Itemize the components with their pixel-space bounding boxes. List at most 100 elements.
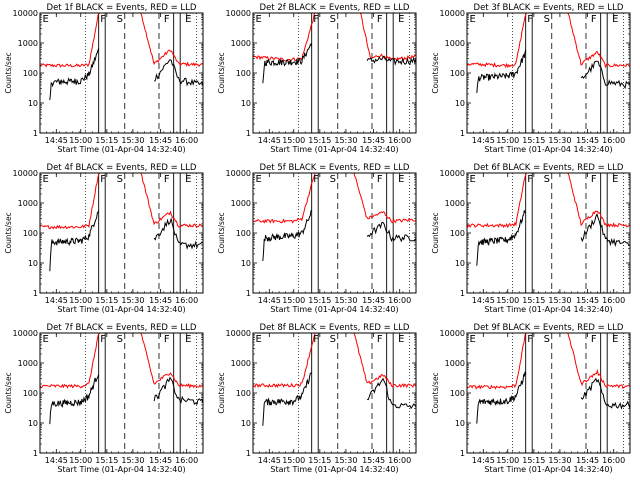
events-series-line — [580, 212, 630, 248]
y-tick-label: 1 — [33, 129, 38, 138]
panel-title: Det 8f BLACK = Events, RED = LLD — [260, 323, 410, 333]
events-series-line — [476, 371, 527, 424]
events-series-line — [476, 210, 526, 266]
panel-title: Det 7f BLACK = Events, RED = LLD — [47, 323, 197, 333]
x-tick-label: 16:00 — [388, 136, 411, 145]
region-label: F — [164, 334, 170, 345]
y-tick-label: 1 — [33, 289, 38, 298]
region-label: F — [100, 174, 106, 185]
x-tick-label: 16:00 — [602, 456, 625, 465]
x-tick-label: 15:45 — [149, 296, 172, 305]
x-tick-label: 15:00 — [282, 136, 305, 145]
region-label: F — [527, 334, 533, 345]
x-tick-label: 15:15 — [308, 136, 331, 145]
x-tick-label: 15:00 — [496, 296, 519, 305]
panel-frame — [252, 332, 417, 454]
y-axis-label: Counts/sec — [217, 372, 226, 413]
y-tick-label: 10000 — [13, 169, 38, 178]
x-tick-label: 14:45 — [258, 296, 281, 305]
panel-title: Det 1f BLACK = Events, RED = LLD — [47, 3, 197, 13]
events-series-line — [580, 377, 630, 410]
x-axis-label: Start Time (01-Apr-04 14:32:40) — [270, 305, 398, 314]
x-tick-label: 15:45 — [362, 456, 385, 465]
region-label: F — [377, 334, 383, 345]
lld-series-line — [40, 173, 203, 230]
detector-panel-6: Det 6f BLACK = Events, RED = LLD Counts/s… — [431, 163, 631, 314]
y-tick-label: 10000 — [440, 169, 465, 178]
y-tick-label: 1 — [460, 129, 465, 138]
x-tick-label: 15:00 — [496, 136, 519, 145]
detector-panel-3: Det 3f BLACK = Events, RED = LLD Counts/s… — [431, 3, 631, 154]
lld-series-line — [253, 333, 416, 389]
x-tick-label: 14:45 — [472, 136, 495, 145]
lld-series-line — [467, 333, 630, 390]
marker-lines — [85, 333, 197, 453]
region-label: E — [185, 334, 191, 345]
y-tick-label: 1000 — [231, 199, 251, 208]
x-tick-label: 15:30 — [548, 456, 571, 465]
region-label: E — [255, 174, 261, 185]
detector-panel-4: Det 4f BLACK = Events, RED = LLD Counts/s… — [4, 163, 204, 314]
events-series-line — [367, 377, 416, 410]
marker-lines — [512, 173, 624, 293]
y-tick-label: 100 — [23, 69, 38, 78]
lld-series-line — [253, 13, 416, 62]
x-tick-label: 16:00 — [602, 296, 625, 305]
events-series-line — [366, 221, 416, 243]
x-tick-label: 15:30 — [334, 296, 357, 305]
region-label: E — [612, 334, 618, 345]
region-label: E — [185, 14, 191, 25]
y-tick-label: 1 — [246, 289, 251, 298]
y-tick-label: 10 — [455, 259, 465, 268]
y-tick-label: 10000 — [13, 9, 38, 18]
events-series-line — [476, 49, 527, 93]
marker-lines — [512, 13, 624, 133]
region-label: F — [100, 334, 106, 345]
x-tick-label: 15:30 — [121, 456, 144, 465]
panel-title: Det 9f BLACK = Events, RED = LLD — [474, 323, 624, 333]
region-label: E — [612, 14, 618, 25]
detector-panel-9: Det 9f BLACK = Events, RED = LLD Counts/s… — [431, 323, 631, 474]
y-tick-label: 1000 — [231, 359, 251, 368]
x-tick-label: 15:45 — [149, 136, 172, 145]
region-label: E — [42, 174, 48, 185]
x-tick-label: 15:15 — [522, 296, 545, 305]
marker-lines — [298, 13, 410, 133]
y-axis-label: Counts/sec — [4, 372, 13, 413]
region-label: S — [544, 174, 550, 185]
x-axis-label: Start Time (01-Apr-04 14:32:40) — [484, 305, 612, 314]
y-tick-label: 10000 — [440, 9, 465, 18]
x-axis-label: Start Time (01-Apr-04 14:32:40) — [484, 145, 612, 154]
y-tick-label: 1000 — [18, 199, 38, 208]
marker-lines — [298, 333, 410, 453]
x-tick-label: 15:15 — [522, 136, 545, 145]
x-tick-label: 15:15 — [522, 456, 545, 465]
region-label: S — [544, 14, 550, 25]
panel-frame — [466, 332, 631, 454]
panel-frame — [466, 12, 631, 134]
y-tick-label: 100 — [450, 69, 465, 78]
x-tick-label: 14:45 — [472, 456, 495, 465]
y-tick-label: 1 — [460, 449, 465, 458]
x-tick-label: 15:30 — [121, 296, 144, 305]
x-tick-label: 15:30 — [334, 456, 357, 465]
region-label: E — [398, 174, 404, 185]
y-axis-label: Counts/sec — [431, 212, 440, 253]
region-label: F — [377, 174, 383, 185]
region-label: F — [100, 14, 106, 25]
events-series-line — [153, 217, 203, 250]
panel-title: Det 5f BLACK = Events, RED = LLD — [260, 163, 410, 173]
y-axis-label: Counts/sec — [217, 212, 226, 253]
x-tick-label: 15:30 — [548, 136, 571, 145]
x-tick-label: 15:00 — [69, 136, 92, 145]
y-tick-label: 100 — [23, 229, 38, 238]
region-label: E — [398, 334, 404, 345]
x-tick-label: 14:45 — [45, 296, 68, 305]
region-label: S — [330, 334, 336, 345]
x-tick-label: 15:15 — [95, 296, 118, 305]
x-tick-label: 15:30 — [548, 296, 571, 305]
events-series-line — [262, 43, 313, 84]
x-tick-label: 14:45 — [258, 136, 281, 145]
panel-frame — [252, 12, 417, 134]
